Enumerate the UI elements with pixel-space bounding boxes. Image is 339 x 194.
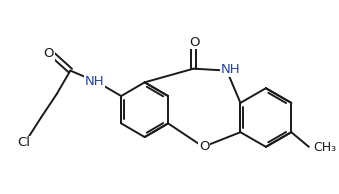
Text: CH₃: CH₃ <box>313 141 336 154</box>
Text: Cl: Cl <box>17 136 30 149</box>
Text: NH: NH <box>221 63 240 76</box>
Text: NH: NH <box>85 75 105 88</box>
Text: O: O <box>44 48 54 61</box>
Text: O: O <box>189 36 200 49</box>
Text: O: O <box>199 140 210 153</box>
